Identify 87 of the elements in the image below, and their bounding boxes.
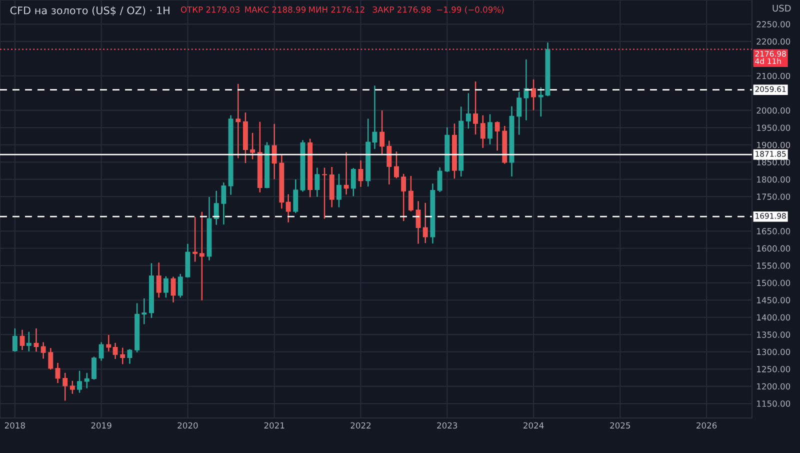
candlestick	[494, 121, 500, 151]
candlestick	[34, 328, 39, 352]
x-tick-label: 2022	[350, 422, 370, 429]
candlestick	[437, 167, 442, 192]
candlestick	[336, 174, 342, 208]
candlestick	[214, 190, 219, 225]
candlestick	[386, 140, 392, 184]
candlestick	[524, 59, 529, 120]
y-tick-label: 1950.00	[757, 124, 790, 131]
y-tick-label: 1200.00	[757, 383, 790, 390]
candlestick	[221, 182, 226, 224]
candlestick	[358, 160, 364, 187]
candlestick	[199, 212, 204, 300]
candlestick	[26, 332, 32, 352]
candlestick	[156, 262, 162, 298]
candlestick	[178, 274, 183, 298]
candlestick	[98, 342, 104, 361]
y-tick-label: 2000.00	[756, 107, 790, 114]
x-tick-label: 2025	[610, 422, 630, 429]
candlestick	[516, 92, 522, 135]
candlestick	[55, 362, 60, 384]
y-tick-label: 1650.00	[757, 228, 790, 234]
candlestick	[12, 328, 18, 352]
y-tick-label: 2100.00	[756, 72, 790, 80]
y-tick-label: 1900.00	[757, 142, 790, 148]
y-tick-label: 1550.00	[757, 262, 790, 269]
y-tick-label: 1350.00	[757, 332, 790, 338]
candlestick	[62, 372, 68, 401]
candlestick	[20, 330, 25, 350]
candlestick	[394, 151, 399, 178]
candlestick	[120, 348, 126, 364]
x-tick-label: 2020	[178, 422, 198, 429]
x-tick-label: 2026	[696, 422, 717, 429]
candlestick	[344, 152, 349, 194]
candlestick	[350, 168, 356, 196]
candlestick	[91, 356, 96, 380]
candlestick	[531, 79, 536, 110]
y-tick-label: 1800.00	[757, 176, 790, 183]
y-tick-label: 1150.00	[757, 400, 790, 407]
candlestick	[112, 342, 118, 359]
annotation: ОТКР 2179.03	[180, 6, 240, 13]
candlestick	[250, 132, 256, 160]
candlestick	[422, 202, 428, 244]
candlestick	[48, 348, 54, 370]
y-tick-label: 1500.00	[757, 280, 790, 286]
candlestick	[487, 114, 492, 144]
y-tick-label: 1450.00	[757, 297, 790, 304]
y-tick-label: 2250.00	[756, 21, 790, 28]
candlestick	[480, 115, 486, 148]
candlestick	[473, 81, 478, 134]
candlestick	[380, 110, 385, 156]
y-tick-label: 1400.00	[757, 314, 790, 321]
x-tick-label: 2021	[264, 422, 284, 429]
candlestick	[408, 176, 414, 212]
annotation: −1.99 (−0.09%)	[437, 6, 504, 14]
y-tick-label: 2200.00	[756, 38, 790, 45]
y-tick-label: 1250.00	[757, 366, 790, 372]
y-tick-label: 1600.00	[757, 245, 790, 252]
candlestick	[170, 276, 176, 302]
candlestick	[142, 298, 147, 324]
x-tick-label: 2024	[524, 422, 544, 429]
annotation: ЗАКР 2176.98	[372, 6, 431, 13]
y-axis-title: USD	[772, 4, 791, 12]
candlestick	[314, 168, 320, 197]
candlestick	[40, 342, 46, 359]
y-tick-label: 1750.00	[757, 194, 790, 200]
annotation: МАКС 2188.99	[245, 6, 306, 13]
candlestick	[293, 179, 298, 214]
candlestick	[401, 174, 406, 222]
candlestick	[192, 216, 198, 262]
annotation: МИН 2176.12	[309, 6, 364, 13]
y-tick-label: 1300.00	[757, 348, 790, 356]
candlestick	[466, 93, 471, 129]
candlestick	[77, 370, 82, 393]
candlestick	[70, 380, 75, 394]
candlestick	[163, 276, 168, 298]
x-tick-label: 2019	[91, 422, 112, 429]
candlestick	[322, 168, 327, 219]
x-tick-label: 2018	[4, 422, 25, 429]
x-tick-label: 2023	[437, 422, 458, 429]
candlestick	[286, 194, 291, 222]
candlestick	[127, 349, 132, 364]
candlestick	[236, 84, 241, 158]
text: CFD на золото (US$ / OZ) · 1H	[10, 6, 170, 16]
candlestick	[272, 124, 277, 180]
candlestick	[106, 334, 112, 352]
candlestick	[84, 372, 90, 388]
